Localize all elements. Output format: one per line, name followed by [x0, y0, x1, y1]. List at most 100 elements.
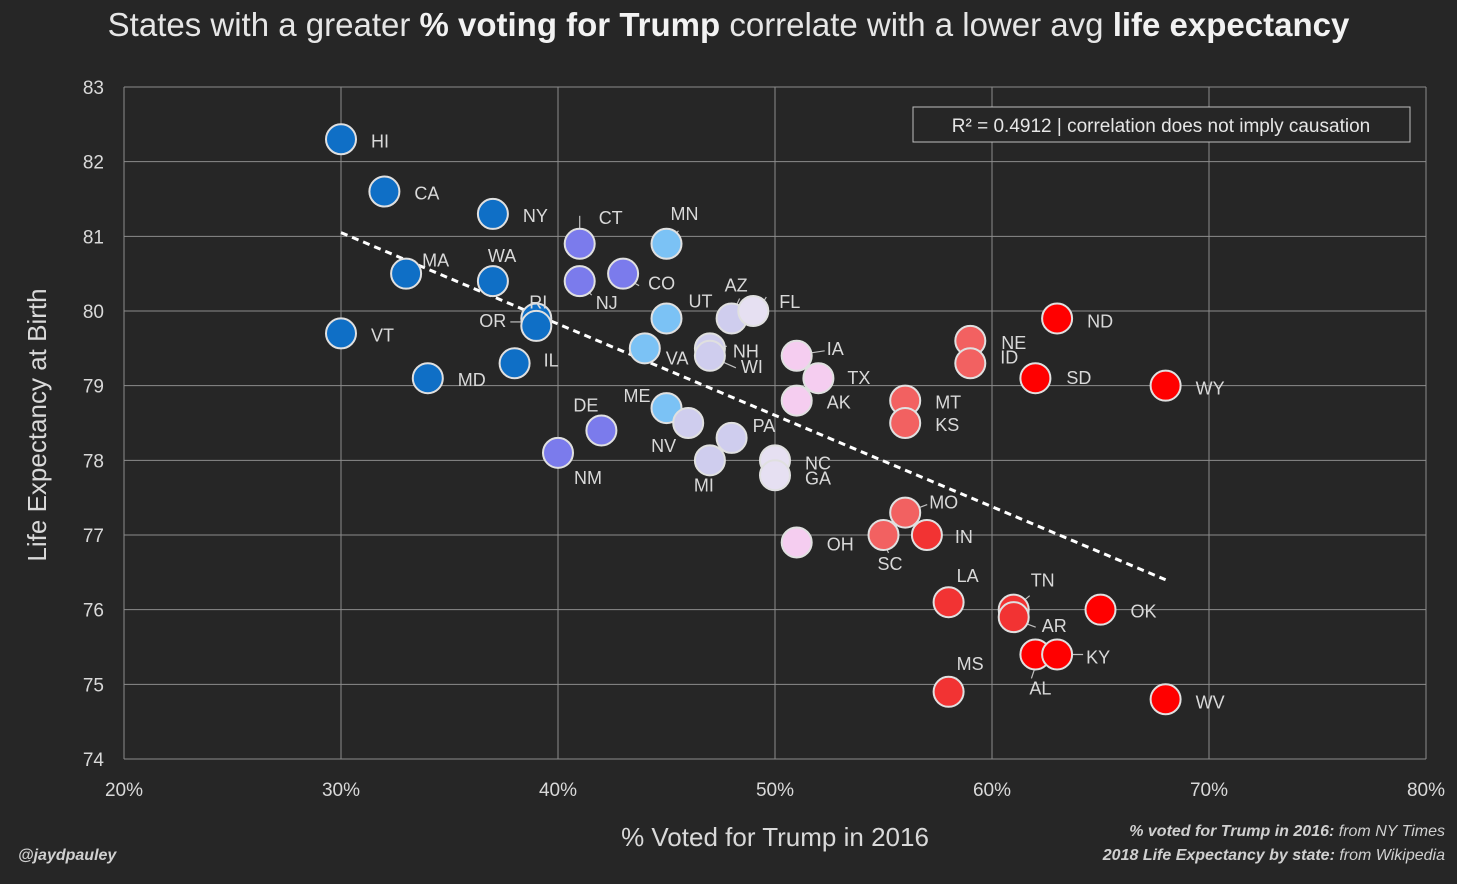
point-label-ga: GA [805, 468, 831, 488]
point-label-nm: NM [574, 468, 602, 488]
point-pa [715, 421, 748, 454]
point-label-hi: HI [371, 131, 389, 151]
x-tick-label: 50% [756, 780, 794, 801]
title-bold-1: % voting for Trump [419, 6, 721, 43]
point-label-nh: NH [733, 341, 759, 361]
x-tick-label: 60% [973, 780, 1011, 801]
y-tick-label: 77 [83, 526, 104, 547]
source-1-text: from NY Times [1334, 823, 1445, 840]
r-squared-annotation: R² = 0.4912 | correlation does not imply… [952, 116, 1370, 137]
point-label-ar: AR [1042, 616, 1067, 636]
point-ga [759, 459, 791, 492]
point-ok [1084, 593, 1117, 626]
y-tick-label: 75 [83, 675, 104, 696]
y-tick-label: 83 [83, 78, 104, 99]
point-nv [672, 407, 705, 439]
point-ar [997, 601, 1030, 634]
y-tick-label: 79 [83, 377, 104, 398]
point-mi [693, 444, 726, 477]
source-note-1: % voted for Trump in 2016: from NY Times [1129, 823, 1445, 841]
point-label-mi: MI [694, 475, 714, 495]
point-label-nc: NC [805, 453, 831, 473]
point-wv [1149, 683, 1182, 716]
x-tick-label: 40% [539, 780, 577, 801]
point-ia [780, 339, 813, 372]
title-part-1: States with a greater [107, 6, 420, 43]
point-id [954, 347, 987, 380]
point-label-va: VA [666, 348, 689, 368]
point-ma [390, 257, 423, 290]
point-sc [867, 519, 900, 551]
point-label-az: AZ [725, 275, 748, 295]
point-wy [1149, 369, 1182, 402]
point-me [650, 392, 683, 425]
point-label-tn: TN [1031, 571, 1055, 591]
point-label-ny: NY [523, 206, 548, 226]
point-label-or: OR [479, 311, 506, 331]
title-bold-2: life expectancy [1112, 6, 1350, 43]
axis-ticks: 20% 30% 40% 50% 60% 70% 80% 74 75 76 77 78 79 80 81 82 8… [83, 78, 1445, 801]
x-tick-label: 20% [105, 780, 143, 801]
point-label-mo: MO [929, 493, 958, 513]
point-label-wy: WY [1196, 379, 1225, 399]
point-label-ms: MS [957, 654, 984, 674]
y-tick-label: 76 [83, 601, 104, 622]
source-2-bold: 2018 Life Expectancy by state: [1102, 847, 1335, 864]
x-tick-label: 70% [1190, 780, 1228, 801]
chart-title: States with a greater % voting for Trump… [0, 6, 1457, 44]
trendline [340, 231, 1167, 582]
point-label-al: AL [1029, 678, 1051, 698]
point-label-id: ID [1000, 347, 1018, 367]
point-de [585, 414, 618, 447]
point-mn [650, 227, 683, 260]
point-ks [889, 407, 922, 439]
point-label-oh: OH [827, 534, 854, 554]
y-axis-label: Life Expectancy at Birth [22, 288, 52, 561]
point-label-de: DE [573, 395, 598, 415]
point-vt [325, 317, 357, 350]
grid-lines [123, 86, 1427, 760]
point-nj [563, 265, 596, 298]
point-label-pa: PA [753, 416, 776, 436]
point-labels: HI CA NY MA WA VT MD IL RI OR CT NJ CO DE NM MN UT VA ME NV… [371, 131, 1225, 712]
point-md [411, 362, 444, 395]
point-label-nj: NJ [596, 293, 618, 313]
point-fl [737, 295, 770, 327]
point-oh [780, 526, 813, 559]
y-tick-label: 82 [83, 153, 104, 174]
point-label-in: IN [955, 527, 973, 547]
point-ms [932, 675, 965, 708]
point-label-mt: MT [935, 393, 961, 413]
x-axis-label: % Voted for Trump in 2016 [621, 822, 929, 852]
source-1-bold: % voted for Trump in 2016: [1129, 823, 1335, 840]
point-ny [476, 197, 509, 230]
point-label-la: LA [957, 566, 979, 586]
y-tick-label: 74 [83, 750, 105, 771]
point-wa [476, 265, 509, 298]
point-label-ca: CA [414, 184, 439, 204]
point-label-nd: ND [1087, 311, 1113, 331]
point-la [932, 586, 965, 619]
point-label-wi: WI [741, 357, 763, 377]
point-label-me: ME [624, 386, 651, 406]
point-nd [1041, 302, 1074, 335]
x-tick-label: 30% [322, 780, 360, 801]
point-label-sd: SD [1066, 368, 1091, 388]
point-label-ma: MA [422, 251, 449, 271]
point-label-mn: MN [671, 204, 699, 224]
r-squared-box: R² = 0.4912 | correlation does not imply… [912, 106, 1411, 143]
author-credit: @jaydpauley [18, 847, 117, 864]
point-label-ri: RI [529, 292, 547, 312]
point-or [520, 309, 553, 342]
point-hi [325, 123, 357, 156]
point-label-vt: VT [371, 325, 394, 345]
point-label-il: IL [544, 350, 559, 370]
point-label-sc: SC [878, 554, 903, 574]
point-label-co: CO [648, 274, 675, 294]
point-label-ia: IA [827, 339, 844, 359]
point-il [498, 347, 531, 380]
point-label-nv: NV [651, 436, 676, 456]
point-label-fl: FL [779, 292, 800, 312]
point-tx [802, 362, 835, 395]
